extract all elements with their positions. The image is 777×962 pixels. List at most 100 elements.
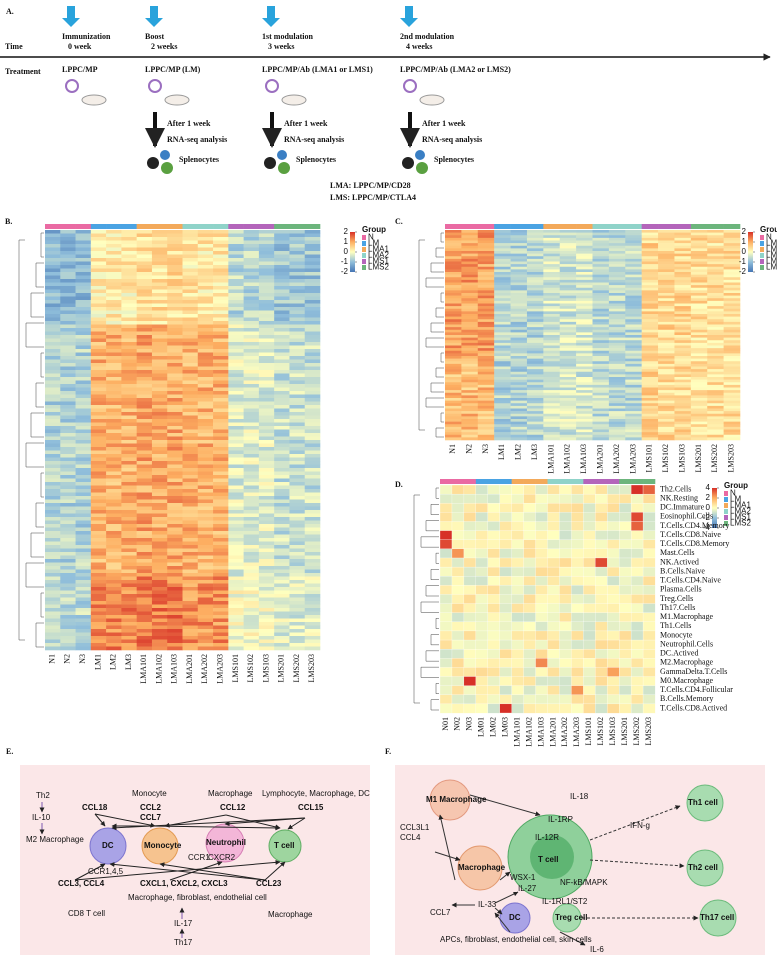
- heatmap-cell: [228, 447, 244, 451]
- heatmap-cell: [45, 597, 61, 602]
- heatmap-cell: [304, 272, 321, 276]
- row-label: DC.Immature: [660, 503, 705, 512]
- heatmap-cell: [228, 373, 244, 378]
- heatmap-cell: [45, 419, 61, 423]
- heatmap-cell: [461, 279, 479, 283]
- heatmap-cell: [60, 433, 76, 437]
- heatmap-cell: [477, 379, 495, 383]
- heatmap-cell: [592, 382, 610, 386]
- heatmap-cell: [499, 621, 513, 632]
- heatmap-cell: [60, 419, 76, 423]
- heatmap-cell: [167, 377, 183, 381]
- heatmap-cell: [630, 539, 644, 550]
- column-label: LMA202: [200, 654, 209, 684]
- heatmap-cell: [592, 374, 610, 378]
- heatmap-cell: [707, 306, 724, 310]
- heatmap-cell: [136, 454, 153, 458]
- heatmap-cell: [494, 358, 511, 362]
- heatmap-cell: [151, 457, 168, 462]
- heatmap-cell: [674, 235, 692, 239]
- heatmap-cell: [608, 253, 626, 257]
- heatmap-cell: [304, 622, 321, 626]
- heatmap-cell: [213, 485, 229, 490]
- heatmap-cell: [258, 268, 275, 273]
- heatmap-cell: [289, 524, 306, 528]
- heatmap-cell: [543, 285, 561, 289]
- heatmap-cell: [499, 594, 513, 605]
- heatmap-cell: [723, 337, 741, 341]
- heatmap-cell: [592, 232, 610, 236]
- heatmap-cell: [45, 377, 61, 381]
- heatmap-cell: [723, 377, 741, 380]
- dendrogram: [420, 536, 439, 548]
- heatmap-cell: [543, 287, 561, 291]
- mouse-icon: [281, 94, 307, 106]
- heatmap-cell: [228, 520, 244, 525]
- heatmap-cell: [45, 517, 61, 521]
- heatmap-cell: [723, 277, 741, 281]
- heatmap-cell: [75, 303, 92, 308]
- heatmap-cell: [576, 335, 593, 338]
- heatmap-cell: [289, 534, 306, 539]
- heatmap-cell: [197, 454, 214, 458]
- heatmap-cell: [45, 443, 61, 448]
- heatmap-cell: [289, 244, 306, 248]
- heatmap-cell: [641, 321, 659, 325]
- heatmap-cell: [151, 356, 168, 360]
- heatmap-cell: [167, 398, 183, 402]
- heatmap-cell: [499, 603, 513, 614]
- heatmap-cell: [228, 387, 244, 392]
- heatmap-cell: [197, 433, 214, 437]
- heatmap-cell: [258, 398, 275, 402]
- heatmap-cell: [576, 327, 593, 331]
- heatmap-cell: [475, 566, 489, 577]
- heatmap-cell: [674, 366, 692, 370]
- heatmap-cell: [197, 464, 214, 469]
- heatmap-cell: [674, 282, 692, 286]
- heatmap-cell: [576, 311, 593, 315]
- heatmap-cell: [439, 630, 453, 641]
- heatmap-cell: [228, 405, 244, 409]
- heatmap-cell: [499, 676, 513, 687]
- heatmap-cell: [60, 261, 76, 266]
- heatmap-cell: [595, 685, 608, 696]
- heatmap-cell: [106, 573, 122, 577]
- heatmap-cell: [136, 496, 153, 500]
- heatmap-cell: [723, 235, 741, 239]
- heatmap-cell: [559, 621, 572, 632]
- heatmap-cell: [167, 499, 183, 504]
- heatmap-cell: [608, 335, 626, 338]
- panel-label: B.: [5, 217, 12, 226]
- heatmap-cell: [625, 282, 642, 286]
- dendrogram: [425, 277, 444, 288]
- heatmap-cell: [75, 436, 92, 441]
- heatmap-cell: [510, 387, 528, 391]
- heatmap-cell: [106, 559, 122, 563]
- heatmap-cell: [592, 424, 610, 428]
- heatmap-cell: [289, 461, 306, 465]
- heatmap-cell: [583, 503, 596, 513]
- heatmap-cell: [494, 266, 511, 270]
- heatmap-cell: [526, 382, 544, 386]
- heatmap-cell: [619, 667, 632, 677]
- heatmap-cell: [60, 576, 76, 581]
- heatmap-cell: [607, 484, 620, 495]
- heatmap-cell: [151, 534, 168, 539]
- heatmap-cell: [136, 254, 153, 259]
- heatmap-cell: [576, 282, 593, 286]
- heatmap-cell: [304, 440, 321, 444]
- heatmap-cell: [106, 261, 122, 266]
- heatmap-cell: [228, 237, 244, 241]
- heatmap-cell: [304, 545, 321, 549]
- heatmap-cell: [182, 405, 199, 409]
- heatmap-cell: [60, 254, 76, 259]
- heatmap-cell: [559, 269, 577, 273]
- heatmap-cell: [60, 538, 76, 542]
- heatmap-cell: [625, 293, 642, 296]
- heatmap-cell: [274, 296, 290, 301]
- heatmap-cell: [707, 408, 724, 412]
- heatmap-cell: [75, 440, 92, 444]
- heatmap-cell: [136, 622, 153, 626]
- heatmap-cell: [576, 279, 593, 283]
- heatmap-cell: [258, 450, 275, 455]
